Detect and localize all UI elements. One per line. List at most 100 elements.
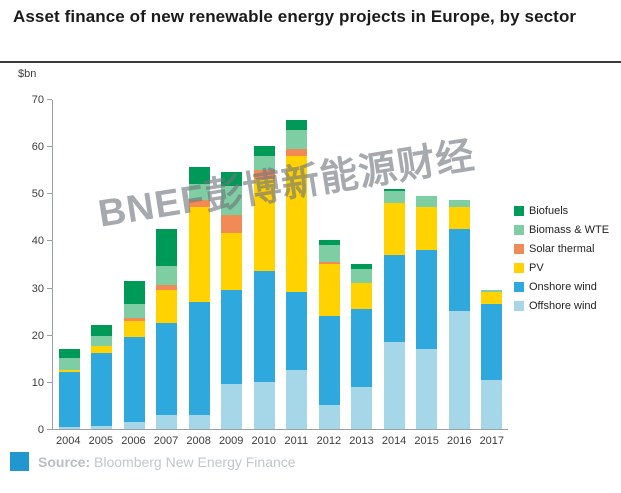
y-tick-label-60: 60 xyxy=(31,141,44,154)
bar-segment-2014-onshore-wind xyxy=(383,254,405,342)
bar-segment-2007-solar-thermal xyxy=(156,285,178,290)
bar-segment-2013-offshore-wind xyxy=(351,386,373,429)
legend-swatch-icon xyxy=(514,263,524,273)
source-label: Source: xyxy=(38,454,91,470)
bar-segment-2016-onshore-wind xyxy=(448,228,470,312)
title-divider xyxy=(0,61,621,63)
source-value: Bloomberg New Energy Finance xyxy=(90,454,296,470)
bar-segment-2014-pv xyxy=(383,202,405,255)
legend-item-solar-thermal: Solar thermal xyxy=(514,243,609,255)
bar-segment-2016-offshore-wind xyxy=(448,311,470,429)
stacked-bar-2010 xyxy=(253,146,275,429)
bar-segment-2004-offshore-wind xyxy=(58,426,80,429)
bar-segment-2005-pv xyxy=(91,345,113,353)
bar-segment-2013-biofuels xyxy=(351,264,373,269)
bar-segment-2012-onshore-wind xyxy=(318,315,340,406)
bar-segment-2015-biomass-wte xyxy=(416,195,438,208)
legend-swatch-icon xyxy=(514,225,524,235)
bar-segment-2015-onshore-wind xyxy=(416,249,438,349)
bar-segment-2014-offshore-wind xyxy=(383,341,405,429)
bar-segment-2011-pv xyxy=(286,155,308,293)
x-tick-label-2012: 2012 xyxy=(316,435,342,447)
plot-area xyxy=(52,100,508,430)
stacked-bar-2006 xyxy=(123,280,145,429)
bar-segment-2010-pv xyxy=(253,179,275,272)
bar-segment-2004-onshore-wind xyxy=(58,372,80,427)
bar-segment-2008-solar-thermal xyxy=(188,200,210,208)
bar-segment-2008-onshore-wind xyxy=(188,301,210,415)
bar-segment-2004-biomass-wte xyxy=(58,358,80,371)
stacked-bar-2008 xyxy=(188,167,210,429)
bar-segment-2010-onshore-wind xyxy=(253,271,275,382)
y-axis-unit-label: $bn xyxy=(18,68,37,80)
bar-segment-2011-offshore-wind xyxy=(286,370,308,429)
bar-segment-2009-onshore-wind xyxy=(221,289,243,385)
bar-segment-2007-biofuels xyxy=(156,228,178,267)
bar-segment-2005-onshore-wind xyxy=(91,352,113,426)
x-tick-label-2005: 2005 xyxy=(88,435,114,447)
x-tick-label-2017: 2017 xyxy=(479,435,505,447)
x-tick-label-2004: 2004 xyxy=(56,435,81,447)
bar-segment-2015-offshore-wind xyxy=(416,348,438,429)
stacked-bar-2016 xyxy=(448,200,470,429)
bar-segment-2008-offshore-wind xyxy=(188,414,210,429)
stacked-bar-2014 xyxy=(383,188,405,429)
stacked-bar-2005 xyxy=(91,325,113,429)
bar-segment-2012-solar-thermal xyxy=(318,261,340,265)
x-tick-label-2015: 2015 xyxy=(414,435,439,447)
x-tick-label-2014: 2014 xyxy=(381,435,407,447)
bar-segment-2017-offshore-wind xyxy=(481,379,503,429)
y-tick-label-20: 20 xyxy=(31,329,44,342)
legend-label: Solar thermal xyxy=(529,243,595,255)
x-tick-label-2010: 2010 xyxy=(251,435,276,447)
bar-segment-2011-solar-thermal xyxy=(286,148,308,156)
bar-segment-2006-onshore-wind xyxy=(123,337,145,422)
bar-column-2009 xyxy=(216,100,249,429)
stacked-bar-2011 xyxy=(286,120,308,429)
legend-label: Biomass & WTE xyxy=(529,224,610,236)
y-tick-mark-70 xyxy=(47,99,52,100)
bar-segment-2014-biomass-wte xyxy=(383,190,405,203)
legend: Biofuels Biomass & WTE Solar thermal PV Onsh… xyxy=(514,205,609,319)
legend-label: PV xyxy=(529,262,544,274)
bar-segment-2011-onshore-wind xyxy=(286,292,308,371)
bar-segment-2009-offshore-wind xyxy=(221,384,243,429)
bar-segment-2004-biofuels xyxy=(58,348,80,359)
y-tick-mark-40 xyxy=(47,240,52,242)
bar-segment-2008-biomass-wte xyxy=(188,183,210,201)
bar-segment-2006-solar-thermal xyxy=(123,318,145,321)
bar-segment-2006-biofuels xyxy=(123,280,145,305)
source-credit: Source: Bloomberg New Energy Finance xyxy=(38,454,296,470)
bar-segment-2010-offshore-wind xyxy=(253,381,275,429)
legend-label: Offshore wind xyxy=(529,300,597,312)
stacked-bar-2013 xyxy=(351,264,373,429)
bar-segment-2016-pv xyxy=(448,207,470,229)
bar-segment-2011-biomass-wte xyxy=(286,129,308,149)
bar-segment-2009-biomass-wte xyxy=(221,186,243,215)
legend-item-offshore-wind: Offshore wind xyxy=(514,300,609,312)
source-brand-square-icon xyxy=(10,452,29,471)
stacked-bar-2015 xyxy=(416,195,438,429)
bar-column-2011 xyxy=(281,100,314,429)
legend-item-onshore-wind: Onshore wind xyxy=(514,281,609,293)
bar-segment-2007-pv xyxy=(156,289,178,323)
y-tick-mark-0 xyxy=(47,429,52,430)
x-tick-label-2011: 2011 xyxy=(284,435,309,447)
legend-label: Biofuels xyxy=(529,205,569,217)
y-tick-label-30: 30 xyxy=(31,282,44,295)
bar-column-2008 xyxy=(183,100,216,429)
x-tick-label-2008: 2008 xyxy=(186,435,211,447)
legend-swatch-icon xyxy=(514,206,524,216)
bar-column-2017 xyxy=(476,100,509,429)
x-tick-label-2009: 2009 xyxy=(218,435,244,447)
x-tick-label-2007: 2007 xyxy=(153,435,179,447)
x-tick-label-2016: 2016 xyxy=(446,435,472,447)
legend-swatch-icon xyxy=(514,244,524,254)
y-tick-label-50: 50 xyxy=(31,188,44,201)
bar-segment-2009-biofuels xyxy=(221,172,243,187)
stacked-bar-2009 xyxy=(221,172,243,429)
x-axis-labels: 2004 2005 2006 2007 2008 2009 2010 2011 2012 2013… xyxy=(52,435,508,447)
y-tick-label-0: 0 xyxy=(37,424,44,436)
bar-column-2010 xyxy=(248,100,281,429)
